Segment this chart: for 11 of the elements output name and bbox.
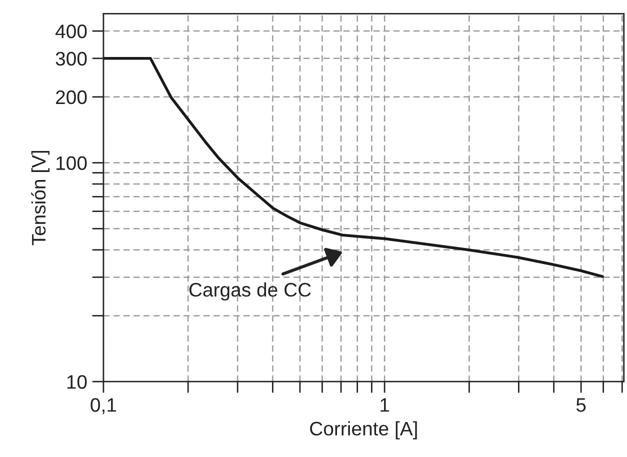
y-tick-label: 200 bbox=[56, 90, 87, 104]
y-tick-label: 100 bbox=[56, 156, 87, 170]
x-tick-label: 1 bbox=[380, 398, 390, 412]
y-axis-title: Tensión [V] bbox=[31, 150, 50, 246]
y-tick-label: 300 bbox=[56, 52, 87, 66]
y-tick-label: 400 bbox=[55, 24, 87, 38]
x-axis-title: Corriente [A] bbox=[310, 421, 417, 440]
y-tick-label: 10 bbox=[67, 375, 87, 389]
x-tick-label: 0,1 bbox=[90, 398, 116, 414]
x-tick-label: 5 bbox=[576, 398, 586, 412]
annotation: Cargas de CC bbox=[189, 282, 311, 301]
